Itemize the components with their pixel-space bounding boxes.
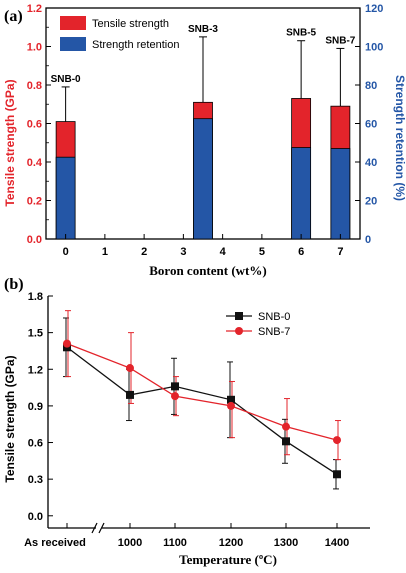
- panel-b-x-axis-ticks: As received 1000 1100 1200 1300 1400: [24, 523, 349, 549]
- marker-snb-7: [171, 392, 179, 401]
- bar-strength-retention-snb-7: [330, 148, 351, 240]
- y-tick-label: 0.9: [28, 401, 43, 413]
- x-tick-label: 1000: [118, 537, 142, 549]
- panel-b-axes: [47, 296, 370, 534]
- left-tick-label: 1.0: [27, 42, 42, 54]
- x-tick-label: 6: [298, 246, 304, 258]
- bar-label-snb-0: SNB-0: [51, 74, 81, 85]
- marker-snb-7: [126, 364, 134, 373]
- legend-swatch-strength-retention: [60, 37, 86, 51]
- panel-a-x-axis-label: Boron content (wt%): [149, 263, 266, 278]
- right-tick-label: 120: [365, 3, 383, 15]
- legend-label-tensile-strength: Tensile strength: [92, 18, 169, 30]
- panel-b-series-lines: [66, 343, 338, 475]
- panel-a-legend: Tensile strength Strength retention: [60, 16, 179, 51]
- panel-b: (b) 0.0 0.3 0.6 0.9 1.2 1.5 1.8 As received 100…: [3, 276, 370, 567]
- marker-snb-7: [333, 436, 341, 445]
- y-tick-label: 1.2: [28, 364, 43, 376]
- legend-marker-snb-7: [235, 327, 243, 335]
- bar-label-snb-3: SNB-3: [188, 24, 218, 35]
- line-snb-0: [66, 346, 338, 475]
- left-tick-label: 0.8: [27, 80, 42, 92]
- bar-strength-retention-snb-0: [55, 156, 76, 240]
- x-tick-label: 3: [180, 246, 186, 258]
- right-tick-label: 80: [365, 80, 377, 92]
- x-tick-label: 0: [63, 246, 69, 258]
- panel-a-y-axis-label: Tensile strength (GPa): [3, 79, 17, 206]
- panel-b-label: (b): [4, 276, 24, 293]
- panel-a-right-axis-ticks: 0 20 40 60 80 100 120: [355, 3, 383, 246]
- bar-strength-retention-snb-3: [193, 118, 213, 240]
- marker-snb-0: [227, 395, 235, 404]
- legend-label-snb-0: SNB-0: [258, 311, 290, 323]
- panel-a-x-axis-ticks: 0 1 2 3 4 5 6 7: [63, 234, 343, 258]
- marker-snb-0: [282, 437, 290, 446]
- legend-marker-snb-0: [235, 312, 243, 320]
- panel-a-error-bars: [61, 36, 345, 122]
- marker-snb-7: [63, 339, 71, 348]
- y-tick-label: 1.5: [28, 328, 43, 340]
- marker-snb-0: [126, 390, 134, 399]
- x-tick-label: As received: [24, 537, 86, 549]
- marker-snb-0: [333, 470, 341, 479]
- right-tick-label: 40: [365, 157, 377, 169]
- x-tick-label: 1100: [163, 537, 187, 549]
- x-tick-label: 4: [220, 246, 227, 258]
- left-tick-label: 1.2: [27, 3, 42, 15]
- panel-b-y-axis-label: Tensile strength (GPa): [3, 355, 17, 482]
- panel-a-y2-axis-label: Strength retention (%): [393, 75, 406, 201]
- panel-a-bar-labels: SNB-0 SNB-3 SNB-5 SNB-7: [51, 24, 356, 85]
- x-tick-label: 1200: [219, 537, 243, 549]
- marker-snb-7: [282, 422, 290, 431]
- y-tick-label: 1.8: [28, 291, 43, 303]
- left-tick-label: 0.0: [27, 234, 42, 246]
- legend-swatch-tensile-strength: [60, 16, 86, 30]
- axis-break-mark-left: [91, 522, 98, 534]
- y-tick-label: 0.6: [28, 438, 43, 450]
- panel-b-legend: SNB-0 SNB-7: [226, 311, 290, 338]
- marker-snb-7: [227, 401, 235, 410]
- x-tick-label: 2: [141, 246, 147, 258]
- right-tick-label: 0: [365, 234, 371, 246]
- marker-snb-0: [171, 382, 179, 391]
- left-tick-label: 0.2: [27, 196, 42, 208]
- legend-label-snb-7: SNB-7: [258, 326, 290, 338]
- panel-b-markers: [63, 339, 341, 479]
- bar-label-snb-7: SNB-7: [325, 35, 355, 46]
- right-tick-label: 100: [365, 42, 383, 54]
- left-tick-label: 0.4: [27, 157, 43, 169]
- x-tick-label: 1400: [325, 537, 349, 549]
- panel-b-x-axis-label: Temperature (ºC): [179, 552, 277, 567]
- panel-a-label: (a): [4, 8, 23, 25]
- right-tick-label: 60: [365, 119, 377, 131]
- x-tick-label: 1300: [274, 537, 298, 549]
- panel-a-left-axis-ticks: 0.0 0.2 0.4 0.6 0.8 1.0 1.2: [27, 3, 51, 246]
- bar-strength-retention-snb-5: [291, 147, 312, 240]
- legend-label-strength-retention: Strength retention: [92, 39, 179, 51]
- y-tick-label: 0.3: [28, 474, 43, 486]
- x-tick-label: 7: [337, 246, 343, 258]
- x-tick-label: 1: [102, 246, 108, 258]
- x-tick-label: 5: [259, 246, 265, 258]
- y-tick-label: 0.0: [28, 511, 43, 523]
- line-snb-7: [66, 343, 338, 441]
- bar-label-snb-5: SNB-5: [286, 28, 316, 39]
- panel-a: (a) SNB-0 SNB-3 SNB-5 SNB-7 0.0 0.2 0.4 0.6 0.8…: [3, 3, 406, 278]
- panel-b-error-bars: [63, 310, 341, 490]
- panel-a-bars: [55, 98, 351, 240]
- left-tick-label: 0.6: [27, 119, 42, 131]
- right-tick-label: 20: [365, 196, 377, 208]
- axis-break-mark-right: [98, 522, 105, 534]
- panel-b-y-axis-ticks: 0.0 0.3 0.6 0.9 1.2 1.5 1.8: [28, 291, 53, 523]
